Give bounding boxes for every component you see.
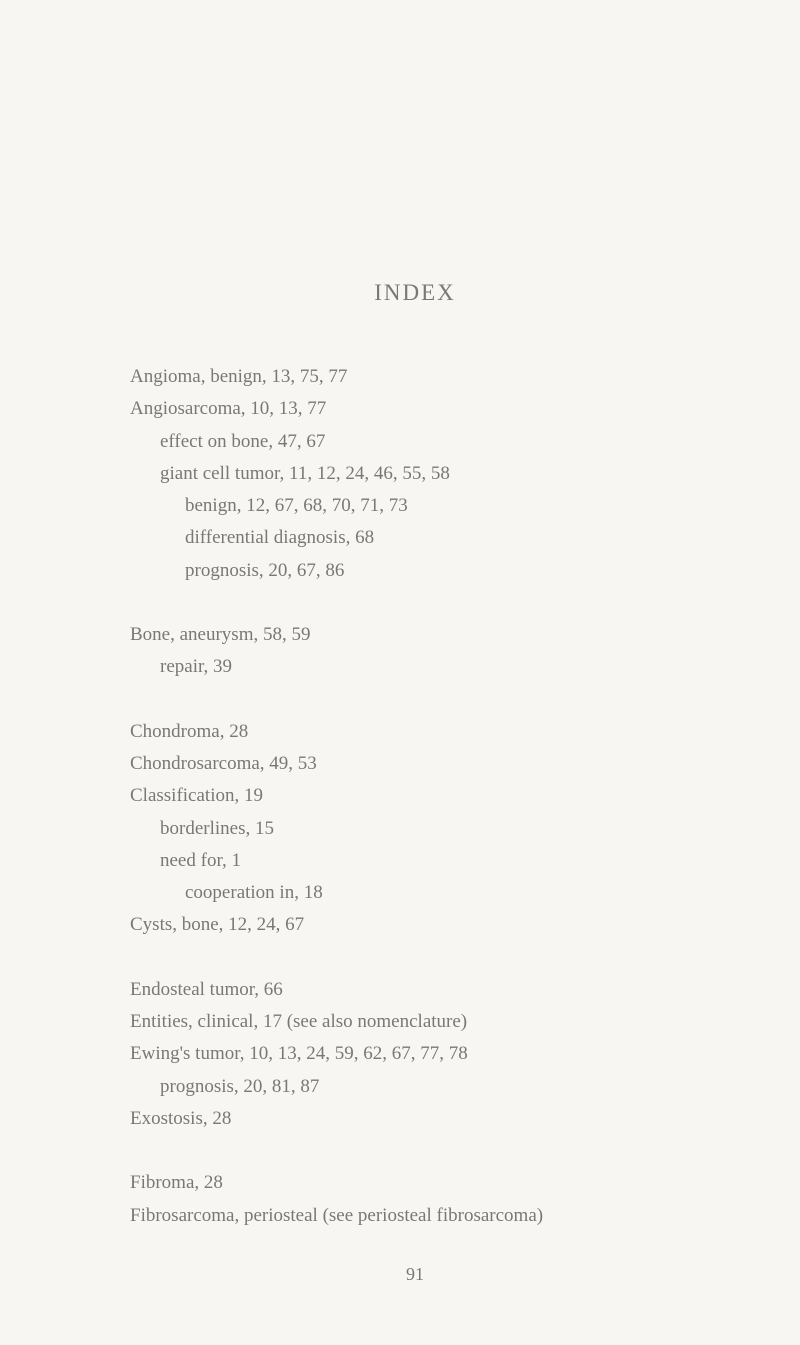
index-block: Bone, aneurysm, 58, 59repair, 39	[130, 619, 700, 684]
index-entry: differential diagnosis, 68	[130, 522, 700, 554]
index-entry: Entities, clinical, 17 (see also nomencl…	[130, 1006, 700, 1038]
index-entry: Exostosis, 28	[130, 1103, 700, 1135]
index-block: Angioma, benign, 13, 75, 77Angiosarcoma,…	[130, 361, 700, 587]
index-entry: effect on bone, 47, 67	[130, 426, 700, 458]
index-entry: benign, 12, 67, 68, 70, 71, 73	[130, 490, 700, 522]
index-block: Chondroma, 28Chondrosarcoma, 49, 53Class…	[130, 716, 700, 942]
index-entry: Endosteal tumor, 66	[130, 974, 700, 1006]
index-entry: Ewing's tumor, 10, 13, 24, 59, 62, 67, 7…	[130, 1038, 700, 1070]
index-entry: need for, 1	[130, 845, 700, 877]
index-entry: Angiosarcoma, 10, 13, 77	[130, 393, 700, 425]
index-entry: Chondrosarcoma, 49, 53	[130, 748, 700, 780]
index-entry: cooperation in, 18	[130, 877, 700, 909]
index-entry: Cysts, bone, 12, 24, 67	[130, 909, 700, 941]
page-title: INDEX	[130, 280, 700, 306]
index-entry: prognosis, 20, 67, 86	[130, 555, 700, 587]
index-entry: Classification, 19	[130, 780, 700, 812]
index-entry: prognosis, 20, 81, 87	[130, 1071, 700, 1103]
index-content: Angioma, benign, 13, 75, 77Angiosarcoma,…	[130, 361, 700, 1232]
index-entry: giant cell tumor, 11, 12, 24, 46, 55, 58	[130, 458, 700, 490]
index-entry: borderlines, 15	[130, 813, 700, 845]
index-block: Fibroma, 28Fibrosarcoma, periosteal (see…	[130, 1167, 700, 1232]
index-entry: Angioma, benign, 13, 75, 77	[130, 361, 700, 393]
index-block: Endosteal tumor, 66Entities, clinical, 1…	[130, 974, 700, 1135]
page-number: 91	[130, 1264, 700, 1285]
index-entry: Fibrosarcoma, periosteal (see periosteal…	[130, 1200, 700, 1232]
index-entry: Bone, aneurysm, 58, 59	[130, 619, 700, 651]
index-entry: Chondroma, 28	[130, 716, 700, 748]
index-entry: repair, 39	[130, 651, 700, 683]
index-entry: Fibroma, 28	[130, 1167, 700, 1199]
index-page: INDEX Angioma, benign, 13, 75, 77Angiosa…	[0, 0, 800, 1345]
